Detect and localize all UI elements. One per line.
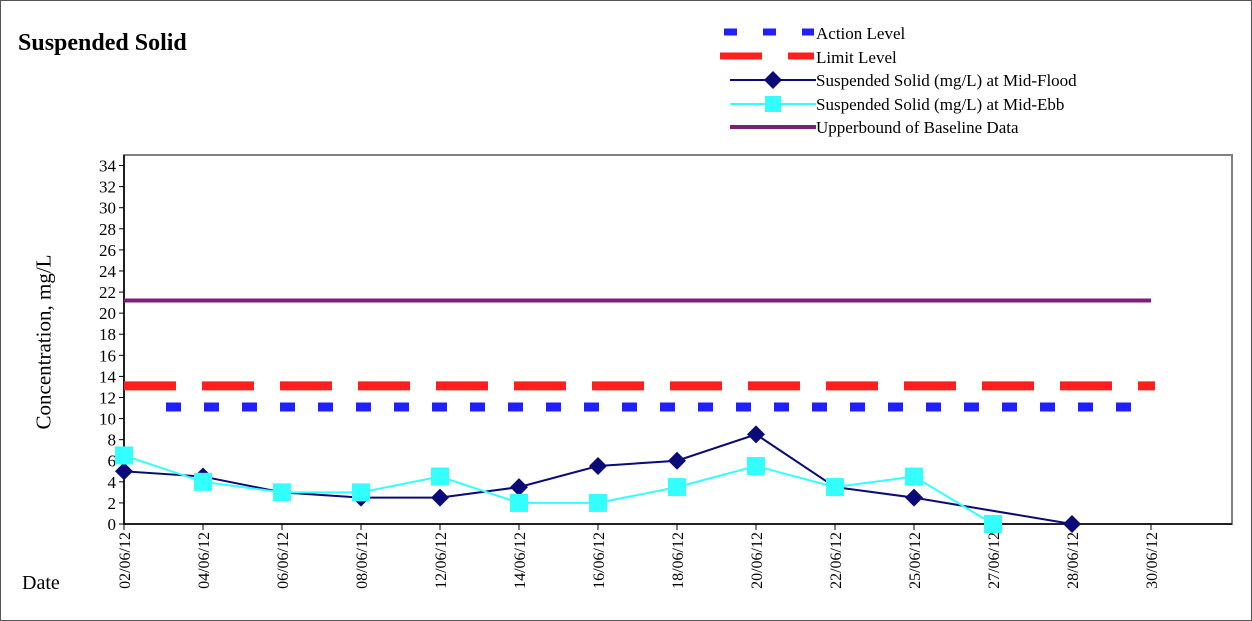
x-tick-label: 08/06/12 <box>354 532 371 589</box>
x-tick-label: 04/06/12 <box>196 532 213 589</box>
y-tick-label: 26 <box>99 241 116 260</box>
y-tick-label: 20 <box>99 304 116 323</box>
y-tick-label: 34 <box>99 157 117 176</box>
x-tick-label: 20/06/12 <box>749 532 766 589</box>
legend: Action Level Limit Level Suspended Solid… <box>720 22 1140 140</box>
y-tick-label: 30 <box>99 199 116 218</box>
y-tick-label: 2 <box>108 494 117 513</box>
legend-item-limit-level: Limit Level <box>720 46 1140 70</box>
x-tick-label: 28/06/12 <box>1065 532 1082 589</box>
y-tick-label: 10 <box>99 410 116 429</box>
y-tick-label: 16 <box>99 346 116 365</box>
point-suspended-solid-mg-l-at-mid-ebb <box>905 467 923 486</box>
legend-swatch-mid-flood <box>730 71 816 89</box>
point-suspended-solid-mg-l-at-mid-ebb <box>668 478 686 497</box>
legend-item-mid-ebb: Suspended Solid (mg/L) at Mid-Ebb <box>720 93 1140 117</box>
y-tick-label: 0 <box>108 515 117 534</box>
x-tick-label: 22/06/12 <box>828 532 845 589</box>
point-suspended-solid-mg-l-at-mid-flood <box>589 457 607 476</box>
x-tick-label: 14/06/12 <box>512 532 529 589</box>
x-tick-label: 25/06/12 <box>907 532 924 589</box>
y-tick-label: 6 <box>108 452 117 471</box>
point-suspended-solid-mg-l-at-mid-flood <box>115 462 133 481</box>
point-suspended-solid-mg-l-at-mid-flood <box>668 451 686 470</box>
x-tick-label: 02/06/12 <box>117 532 134 589</box>
point-suspended-solid-mg-l-at-mid-flood <box>905 488 923 507</box>
y-tick-label: 24 <box>99 262 117 281</box>
y-tick-label: 4 <box>108 473 117 492</box>
x-tick-label: 12/06/12 <box>433 532 450 589</box>
point-suspended-solid-mg-l-at-mid-ebb <box>747 457 765 476</box>
point-suspended-solid-mg-l-at-mid-ebb <box>431 467 449 486</box>
point-suspended-solid-mg-l-at-mid-flood <box>1063 515 1081 533</box>
legend-swatch-limit-level <box>720 52 814 59</box>
series-line-suspended-solid-mg-l-at-mid-ebb <box>123 454 994 525</box>
x-tick-label: 16/06/12 <box>591 532 608 589</box>
point-suspended-solid-mg-l-at-mid-ebb <box>273 483 291 502</box>
legend-swatch-upperbound <box>730 125 816 129</box>
point-suspended-solid-mg-l-at-mid-ebb <box>984 515 1002 533</box>
legend-label-limit-level: Limit Level <box>816 47 897 67</box>
chart-title: Suspended Solid <box>18 30 187 56</box>
y-tick-label: 8 <box>108 431 117 450</box>
y-tick-label: 12 <box>99 388 116 407</box>
y-tick-label: 18 <box>99 325 116 344</box>
legend-item-upperbound: Upperbound of Baseline Data <box>720 116 1140 140</box>
y-tick-label: 32 <box>99 178 116 197</box>
point-suspended-solid-mg-l-at-mid-ebb <box>115 446 133 465</box>
y-tick-label: 14 <box>99 367 117 386</box>
x-tick-label: 27/06/12 <box>986 532 1003 589</box>
y-tick-label: 22 <box>99 283 116 302</box>
legend-swatch-mid-ebb <box>730 95 816 112</box>
legend-label-action-level: Action Level <box>816 24 906 43</box>
x-tick-label: 30/06/12 <box>1144 532 1161 589</box>
point-suspended-solid-mg-l-at-mid-ebb <box>194 472 212 491</box>
point-suspended-solid-mg-l-at-mid-flood <box>510 478 528 497</box>
legend-label-mid-flood: Suspended Solid (mg/L) at Mid-Flood <box>816 71 1077 90</box>
y-tick-label: 28 <box>99 220 116 239</box>
point-suspended-solid-mg-l-at-mid-ebb <box>589 493 607 512</box>
legend-label-upperbound: Upperbound of Baseline Data <box>816 118 1019 137</box>
point-suspended-solid-mg-l-at-mid-ebb <box>826 478 844 497</box>
point-suspended-solid-mg-l-at-mid-ebb <box>352 483 370 502</box>
point-suspended-solid-mg-l-at-mid-flood <box>747 425 765 444</box>
x-axis-label: Date <box>22 572 60 594</box>
legend-item-action-level: Action Level <box>720 22 1140 46</box>
x-tick-label: 18/06/12 <box>670 532 687 589</box>
legend-item-mid-flood: Suspended Solid (mg/L) at Mid-Flood <box>720 69 1140 93</box>
point-suspended-solid-mg-l-at-mid-ebb <box>510 493 528 512</box>
legend-swatch-action-level <box>724 28 814 36</box>
x-tick-label: 06/06/12 <box>275 532 292 589</box>
legend-label-mid-ebb: Suspended Solid (mg/L) at Mid-Ebb <box>816 94 1065 114</box>
point-suspended-solid-mg-l-at-mid-flood <box>431 488 449 507</box>
